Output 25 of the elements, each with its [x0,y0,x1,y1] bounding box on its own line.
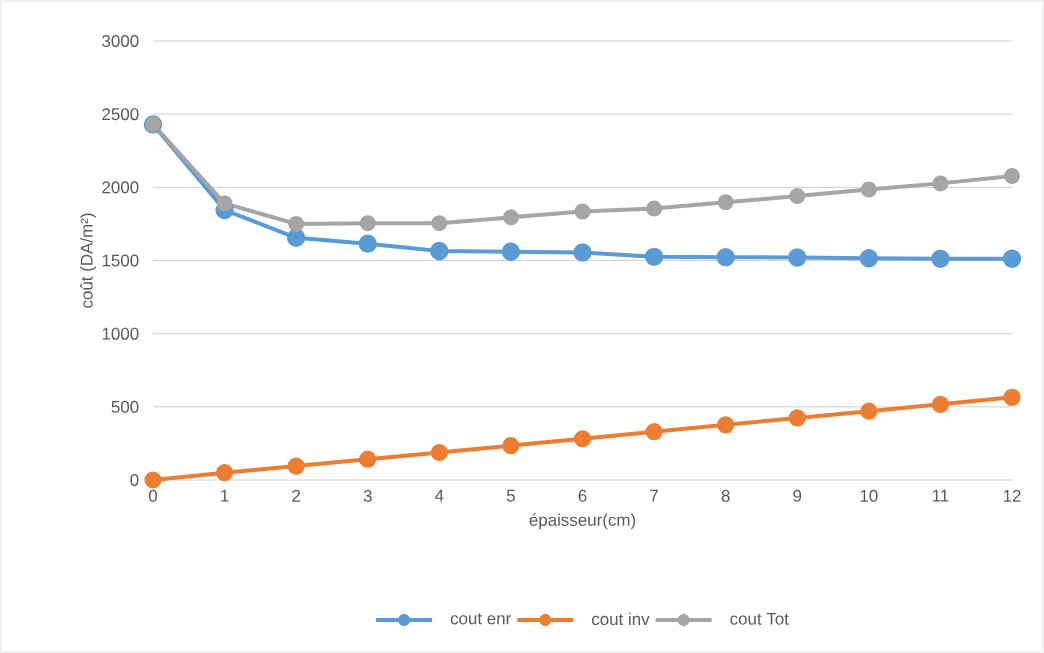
y-tick-label: 500 [111,400,139,413]
y-tick-label: 0 [130,474,139,486]
y-tick-label: 3000 [102,35,139,47]
x-tick-label: 7 [650,489,658,502]
x-tick-label: 9 [793,489,802,502]
x-axis-title: épaisseur(cm) [529,513,636,530]
legend-label: cout enr [450,613,511,625]
x-tick-label: 1 [221,489,229,502]
x-tick-label: 2 [292,489,301,502]
legend-label: cout inv [591,612,650,626]
y-tick-label: 2000 [102,181,139,194]
x-tick-label: 3 [363,489,372,502]
y-tick-label: 1000 [102,327,139,340]
y-tick-label: 2500 [102,108,139,121]
x-tick-label: 11 [932,489,949,502]
x-tick-label: 10 [860,489,878,502]
x-tick-label: 6 [578,489,587,502]
y-axis-title: coût (DA/m²) [80,213,96,308]
legend-label: cout Tot [730,612,789,625]
x-tick-label: 8 [721,489,730,502]
x-tick-label: 0 [148,489,158,502]
x-tick-label: 5 [506,489,515,502]
y-tick-label: 1500 [102,254,139,267]
x-tick-label: 4 [435,489,444,502]
x-tick-label: 12 [1003,489,1021,502]
